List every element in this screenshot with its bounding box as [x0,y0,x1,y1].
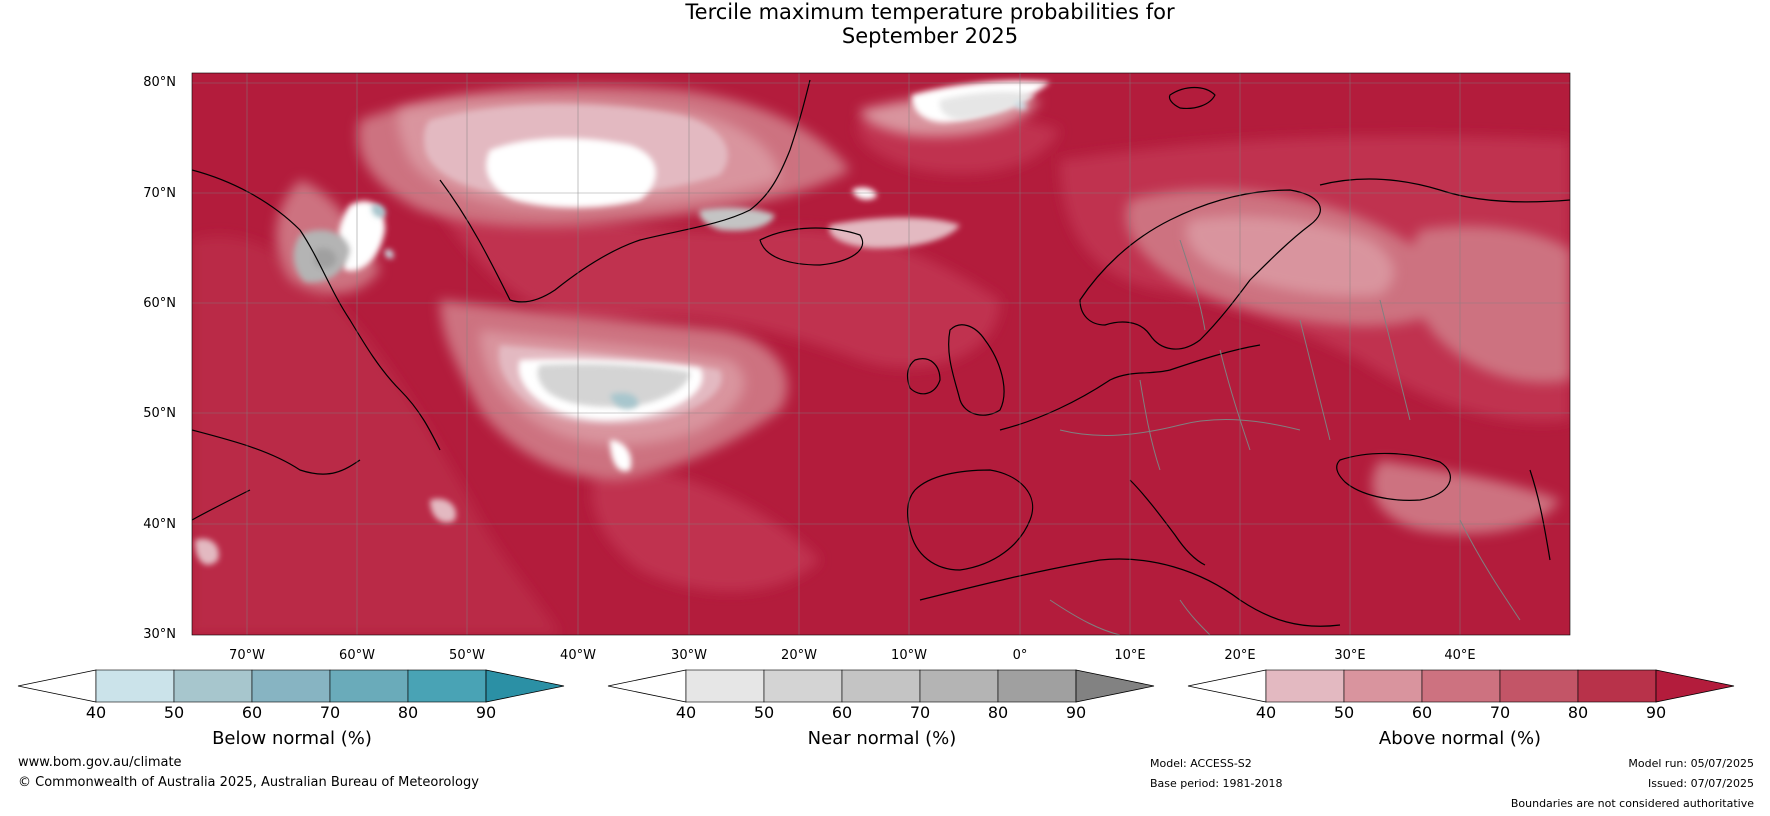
colorbar-below-normal: 40 50 60 70 80 90 [17,669,565,722]
colorbar-near-normal-segment-5 [997,669,1077,703]
lat-label-80n: 80°N [143,75,176,90]
lon-label-10w: 10°W [891,648,927,663]
colorbar-near-normal-tick-40: 40 [676,703,696,722]
colorbar-above-normal-segment-5 [1577,669,1657,703]
lon-label-20w: 20°W [781,648,817,663]
map-gridlines [192,73,1570,635]
footer-copyright: © Commonwealth of Australia 2025, Austra… [18,775,479,790]
colorbar-below-normal-segment-2 [173,669,253,703]
footer-model-run: Model run: 05/07/2025 [1628,757,1754,770]
colorbar-above-normal-segment-4 [1499,669,1579,703]
lon-label-70w: 70°W [229,648,265,663]
colorbar-below-normal-segment-5 [407,669,487,703]
colorbar-near-normal-tick-90: 90 [1066,703,1086,722]
lat-label-70n: 70°N [143,186,176,201]
lon-label-20e: 20°E [1224,648,1256,663]
colorbar-near-normal-lower-extension [607,669,687,703]
footer-disclaimer: Boundaries are not considered authoritat… [1510,797,1754,810]
colorbar-near-normal-segment-2 [763,669,843,703]
footer-website: www.bom.gov.au/climate [18,755,182,770]
colorbar-above-normal-upper-extension [1655,669,1735,703]
colorbar-near-normal-segment-1 [685,669,765,703]
colorbar-near-normal-segment-3 [841,669,921,703]
country-borders [1049,239,1521,635]
colorbar-near-normal-tick-80: 80 [988,703,1008,722]
above-normal-40-50-southwest-patch [195,498,456,565]
lon-label-30w: 30°W [671,648,707,663]
lat-label-50n: 50°N [143,406,176,421]
map-title-line-2: September 2025 [841,24,1019,48]
colorbar-below-normal-tick-90: 90 [476,703,496,722]
colorbar-below-normal-tick-60: 60 [242,703,262,722]
colorbar-above-normal-tick-60: 60 [1412,703,1432,722]
footer-model: Model: ACCESS-S2 [1150,757,1252,770]
colorbar-above-normal-lower-extension [1187,669,1267,703]
colorbar-below-normal-lower-extension [17,669,97,703]
colorbar-below-normal-tick-40: 40 [86,703,106,722]
lat-label-60n: 60°N [143,296,176,311]
colorbar-above-normal-tick-70: 70 [1490,703,1510,722]
colorbar-above-normal-segment-1 [1265,669,1345,703]
lon-label-50w: 50°W [449,648,485,663]
below-normal-regions [371,101,1027,409]
lon-label-60w: 60°W [339,648,375,663]
footer-issued: Issued: 07/07/2025 [1647,777,1754,790]
colorbar-below-normal-segment-4 [329,669,409,703]
colorbar-below-normal-upper-extension [485,669,565,703]
lon-label-40w: 40°W [560,648,596,663]
colorbar-above-normal-segment-2 [1343,669,1423,703]
lon-label-30e: 30°E [1334,648,1366,663]
probability-field [192,73,1570,635]
colorbar-near-normal-upper-extension [1075,669,1155,703]
colorbar-below-normal-segment-3 [251,669,331,703]
colorbar-above-normal-tick-50: 50 [1334,703,1354,722]
colorbar-above-normal-tick-90: 90 [1646,703,1666,722]
colorbar-above-normal-tick-40: 40 [1256,703,1276,722]
colorbar-near-normal-segment-4 [919,669,999,703]
colorbar-below-normal-segment-1 [95,669,175,703]
colorbar-below-normal-tick-80: 80 [398,703,418,722]
lon-label-0: 0° [1012,648,1028,663]
lat-label-30n: 30°N [143,627,176,642]
map-title-line-1: Tercile maximum temperature probabilitie… [685,0,1175,24]
colorbar-near-normal: 40 50 60 70 80 90 [607,669,1155,722]
colorbar-above-normal: 40 50 60 70 80 90 [1187,669,1735,722]
colorbar-near-normal-tick-50: 50 [754,703,774,722]
lon-label-40e: 40°E [1444,648,1476,663]
colorbar-near-normal-tick-60: 60 [832,703,852,722]
colorbar-near-normal-tick-70: 70 [910,703,930,722]
colorbar-title-below-normal: Below normal (%) [212,728,372,749]
colorbars: 40 50 60 70 80 90 40 50 60 70 80 90 40 50 60 70 80 90 [17,669,1735,722]
lon-label-10e: 10°E [1114,648,1146,663]
colorbar-title-near-normal: Near normal (%) [807,728,957,749]
colorbar-title-above-normal: Above normal (%) [1378,728,1542,749]
colorbar-below-normal-tick-70: 70 [320,703,340,722]
map-title: Tercile maximum temperature probabilitie… [230,0,1630,48]
footer-base-period: Base period: 1981-2018 [1150,777,1283,790]
colorbar-above-normal-tick-80: 80 [1568,703,1588,722]
colorbar-below-normal-tick-50: 50 [164,703,184,722]
colorbar-above-normal-segment-3 [1421,669,1501,703]
map-frame [191,72,1571,636]
lat-label-40n: 40°N [143,517,176,532]
